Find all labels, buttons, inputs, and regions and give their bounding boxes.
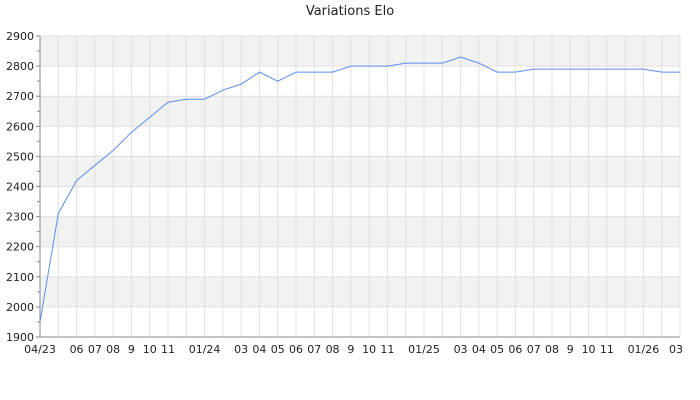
x-tick-label: 03: [454, 343, 468, 356]
data-point: [94, 164, 96, 166]
data-point: [478, 62, 480, 64]
x-tick-label: 10: [143, 343, 157, 356]
data-point: [624, 68, 626, 70]
data-point: [350, 65, 352, 67]
data-point: [533, 68, 535, 70]
y-tick-label: 2600: [6, 120, 34, 133]
y-tick-label: 2500: [6, 150, 34, 163]
data-point: [57, 213, 59, 215]
series-line: [39, 56, 680, 323]
grid-band: [40, 216, 680, 247]
x-tick-label: 06: [289, 343, 303, 356]
data-point: [661, 71, 663, 73]
x-tick-label: 03: [234, 343, 248, 356]
data-point: [441, 62, 443, 64]
data-point: [277, 80, 279, 82]
x-tick-label: 04/23: [24, 343, 56, 356]
data-point: [423, 62, 425, 64]
x-tick-label: 9: [347, 343, 354, 356]
x-tick-label: 05: [271, 343, 285, 356]
x-tick-label: 01/25: [408, 343, 440, 356]
x-tick-label: 10: [362, 343, 376, 356]
grid-band: [40, 276, 680, 307]
x-tick-label: 07: [307, 343, 321, 356]
data-point: [569, 68, 571, 70]
x-tick-label: 05: [490, 343, 504, 356]
x-tick-label: 04: [472, 343, 486, 356]
data-point: [332, 71, 334, 73]
y-tick-label: 2800: [6, 60, 34, 73]
data-point: [588, 68, 590, 70]
x-tick-label: 11: [600, 343, 614, 356]
x-tick-label: 06: [70, 343, 84, 356]
data-point: [112, 149, 114, 151]
x-tick-label: 10: [582, 343, 596, 356]
data-point: [222, 89, 224, 91]
data-point: [386, 65, 388, 67]
data-point: [258, 71, 260, 73]
y-tick-label: 2200: [6, 241, 34, 254]
x-tick-label: 08: [545, 343, 559, 356]
data-point: [514, 71, 516, 73]
data-point: [368, 65, 370, 67]
x-tick-label: 06: [508, 343, 522, 356]
y-tick-label: 2000: [6, 301, 34, 314]
data-point: [240, 83, 242, 85]
y-tick-label: 2400: [6, 181, 34, 194]
x-tick-label: 9: [128, 343, 135, 356]
y-tick-label: 2700: [6, 90, 34, 103]
y-tick-label: 2900: [6, 30, 34, 43]
data-point: [76, 179, 78, 181]
data-point: [39, 321, 41, 323]
data-point: [642, 68, 644, 70]
y-tick-label: 2300: [6, 211, 34, 224]
data-point: [551, 68, 553, 70]
data-point: [149, 116, 151, 118]
x-tick-label: 07: [527, 343, 541, 356]
x-tick-label: 07: [88, 343, 102, 356]
grid-band: [40, 156, 680, 187]
x-tick-label: 11: [380, 343, 394, 356]
data-point: [405, 62, 407, 64]
data-point: [204, 98, 206, 100]
data-point: [295, 71, 297, 73]
x-tick-label: 03: [669, 343, 683, 356]
data-point: [130, 131, 132, 133]
x-tick-label: 08: [326, 343, 340, 356]
data-point: [679, 71, 681, 73]
x-tick-label: 01/24: [189, 343, 221, 356]
y-tick-label: 2100: [6, 271, 34, 284]
grid-band: [40, 36, 680, 67]
data-point: [313, 71, 315, 73]
x-tick-label: 04: [252, 343, 266, 356]
x-tick-label: 01/26: [628, 343, 660, 356]
grid-band: [40, 96, 680, 127]
y-tick-label: 1900: [6, 331, 34, 344]
data-point: [606, 68, 608, 70]
chart-title: Variations Elo: [305, 4, 395, 19]
data-point: [185, 98, 187, 100]
x-tick-label: 11: [161, 343, 175, 356]
data-point: [496, 71, 498, 73]
x-tick-label: 9: [567, 343, 574, 356]
data-point: [460, 56, 462, 58]
x-tick-label: 08: [106, 343, 120, 356]
data-point: [167, 101, 169, 103]
